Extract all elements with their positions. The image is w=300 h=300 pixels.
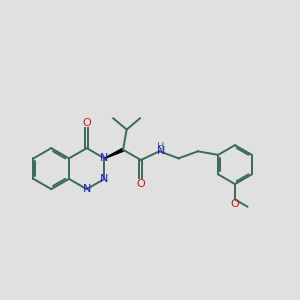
Text: N: N [157,146,165,156]
Polygon shape [104,148,124,159]
Text: N: N [82,184,91,194]
Text: N: N [100,153,109,164]
Text: O: O [82,118,91,128]
Text: H: H [157,142,165,152]
Text: O: O [136,178,145,189]
Text: O: O [231,199,239,209]
Text: N: N [100,174,109,184]
